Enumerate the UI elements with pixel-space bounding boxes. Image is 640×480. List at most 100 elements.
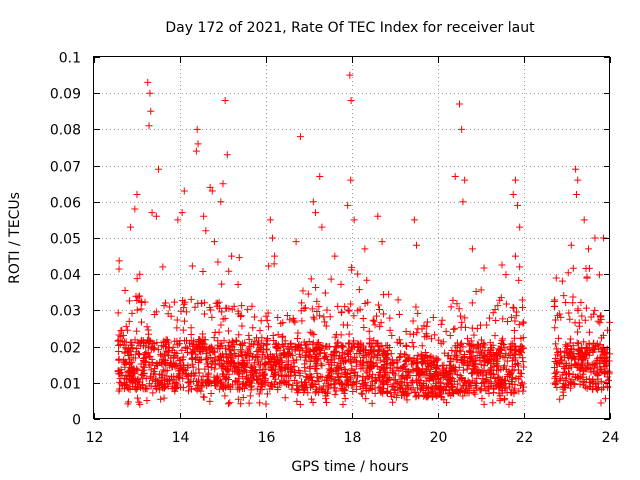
data-point bbox=[402, 388, 410, 396]
data-point bbox=[448, 389, 456, 397]
data-point bbox=[349, 388, 357, 396]
data-point bbox=[509, 191, 517, 199]
data-point bbox=[230, 364, 238, 372]
data-point bbox=[188, 262, 196, 270]
data-point bbox=[320, 313, 328, 321]
data-point bbox=[166, 303, 174, 311]
data-point bbox=[562, 341, 570, 349]
data-point bbox=[325, 365, 333, 373]
data-point bbox=[310, 331, 318, 339]
data-point bbox=[489, 341, 497, 349]
data-point bbox=[374, 212, 382, 220]
data-point bbox=[143, 385, 151, 393]
data-point bbox=[152, 212, 160, 220]
data-point bbox=[292, 238, 300, 246]
data-point bbox=[331, 333, 339, 341]
data-point bbox=[494, 302, 502, 310]
data-point bbox=[344, 201, 352, 209]
data-point bbox=[565, 309, 573, 317]
data-point bbox=[403, 392, 411, 400]
data-point bbox=[226, 385, 234, 393]
data-point bbox=[518, 296, 526, 304]
data-point bbox=[265, 262, 273, 270]
data-point bbox=[364, 350, 372, 358]
data-point bbox=[151, 383, 159, 391]
data-point bbox=[501, 377, 509, 385]
data-point bbox=[287, 339, 295, 347]
data-point bbox=[218, 379, 226, 387]
data-point bbox=[169, 343, 177, 351]
data-point bbox=[551, 324, 559, 332]
data-point bbox=[175, 340, 183, 348]
data-point bbox=[293, 385, 301, 393]
data-point bbox=[511, 361, 519, 369]
data-point bbox=[202, 227, 210, 235]
data-point bbox=[590, 367, 598, 375]
data-point bbox=[389, 398, 397, 406]
data-point bbox=[179, 326, 187, 334]
data-point bbox=[562, 359, 570, 367]
data-point bbox=[464, 335, 472, 343]
data-point bbox=[596, 313, 604, 321]
data-point bbox=[397, 350, 405, 358]
data-point bbox=[496, 296, 504, 304]
data-point bbox=[180, 300, 188, 308]
data-point bbox=[499, 353, 507, 361]
data-point bbox=[465, 387, 473, 395]
data-point bbox=[144, 349, 152, 357]
data-point bbox=[168, 373, 176, 381]
data-point bbox=[204, 371, 212, 379]
data-point bbox=[402, 357, 410, 365]
data-point bbox=[337, 280, 345, 288]
data-point bbox=[480, 400, 488, 408]
data-point bbox=[153, 339, 161, 347]
data-point bbox=[137, 337, 145, 345]
data-point bbox=[377, 319, 385, 327]
data-point bbox=[590, 345, 598, 353]
data-point bbox=[261, 359, 269, 367]
data-point bbox=[502, 366, 510, 374]
data-point bbox=[237, 346, 245, 354]
data-point bbox=[579, 356, 587, 364]
data-point bbox=[252, 369, 260, 377]
data-point bbox=[569, 264, 577, 272]
data-point bbox=[578, 312, 586, 320]
data-point bbox=[188, 355, 196, 363]
data-point bbox=[143, 397, 151, 405]
data-point bbox=[197, 299, 205, 307]
data-point bbox=[414, 309, 422, 317]
data-point bbox=[331, 391, 339, 399]
data-point bbox=[421, 333, 429, 341]
data-point bbox=[460, 350, 468, 358]
data-point bbox=[561, 364, 569, 372]
data-point bbox=[384, 355, 392, 363]
data-point bbox=[135, 381, 143, 389]
axis-ticks bbox=[94, 57, 611, 420]
data-point bbox=[459, 198, 467, 206]
data-point bbox=[350, 312, 358, 320]
data-point bbox=[502, 300, 510, 308]
data-point bbox=[141, 357, 149, 365]
data-point bbox=[115, 341, 123, 349]
data-point bbox=[514, 366, 522, 374]
data-point bbox=[459, 392, 467, 400]
data-point bbox=[373, 362, 381, 370]
data-point bbox=[580, 367, 588, 375]
data-point bbox=[504, 371, 512, 379]
data-point bbox=[182, 343, 190, 351]
data-point bbox=[257, 317, 265, 325]
data-point bbox=[515, 348, 523, 356]
data-point bbox=[567, 355, 575, 363]
data-point bbox=[510, 304, 518, 312]
data-point bbox=[241, 339, 249, 347]
data-point bbox=[240, 367, 248, 375]
data-point bbox=[149, 389, 157, 397]
data-point bbox=[485, 383, 493, 391]
data-point bbox=[129, 365, 137, 373]
data-point bbox=[296, 401, 304, 409]
data-point bbox=[278, 359, 286, 367]
data-point bbox=[183, 364, 191, 372]
data-point bbox=[480, 264, 488, 272]
x-tick-label: 22 bbox=[516, 430, 534, 446]
data-point bbox=[349, 381, 357, 389]
